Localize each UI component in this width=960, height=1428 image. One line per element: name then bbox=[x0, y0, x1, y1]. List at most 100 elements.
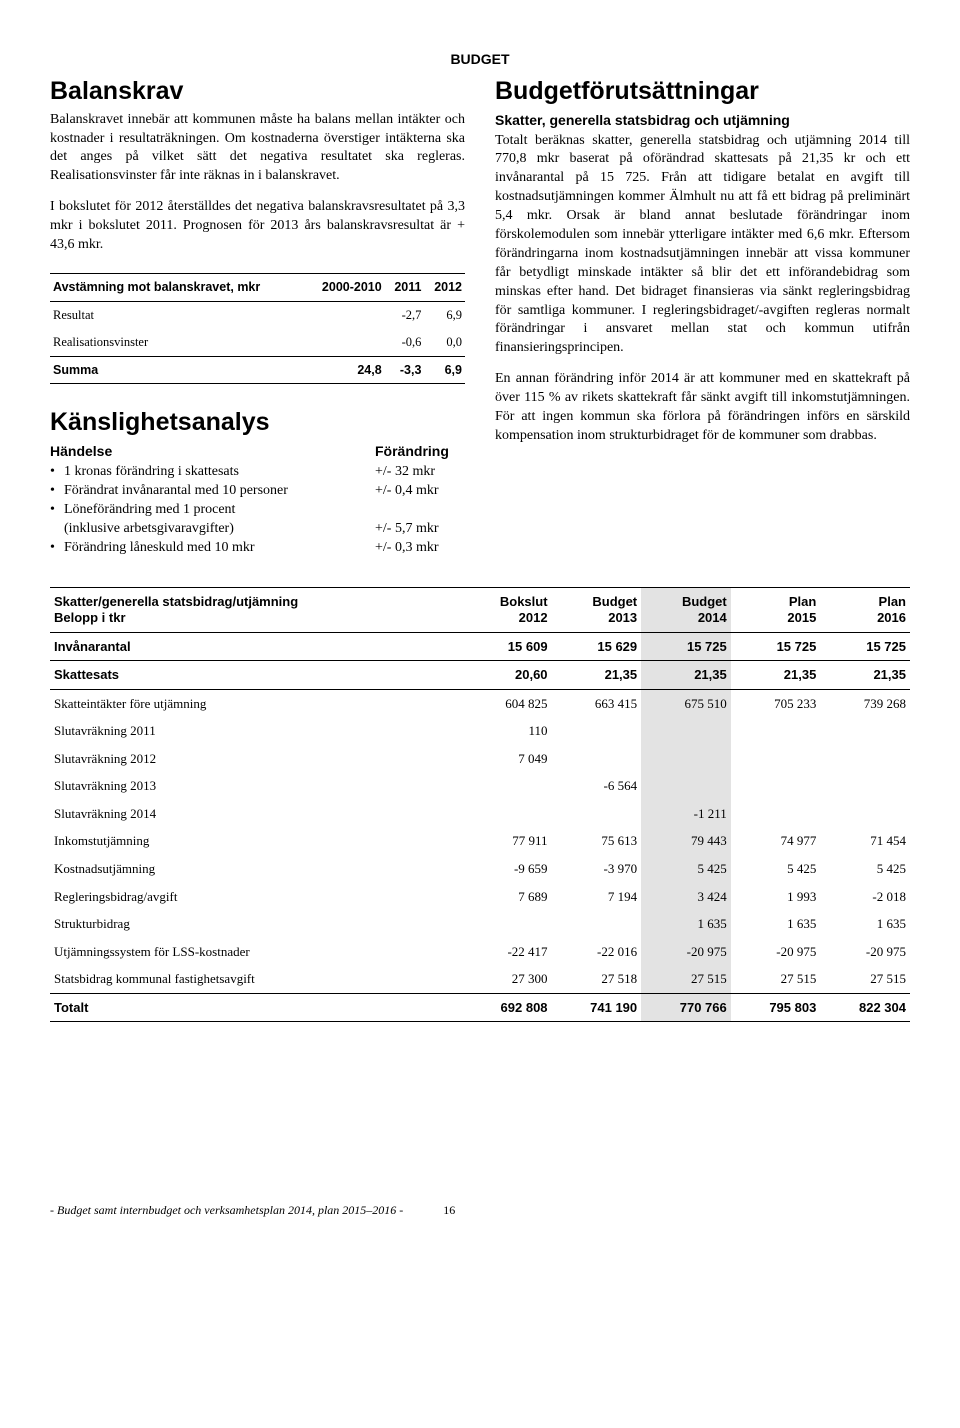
big-cell: 77 911 bbox=[461, 827, 552, 855]
big-cell: 15 725 bbox=[820, 632, 910, 661]
big-cell: 5 425 bbox=[820, 855, 910, 883]
big-cell bbox=[461, 910, 552, 938]
t1-cell bbox=[306, 329, 385, 356]
big-cell: 21,35 bbox=[552, 661, 642, 690]
sensitivity-value: +/- 0,3 mkr bbox=[375, 539, 465, 558]
bullet-icon: • bbox=[50, 482, 64, 501]
sensitivity-label: 1 kronas förändring i skattesats bbox=[64, 463, 375, 482]
two-column-layout: Balanskrav Balanskravet innebär att komm… bbox=[50, 75, 910, 558]
sens-head-left: Händelse bbox=[50, 442, 375, 461]
big-cell bbox=[461, 800, 552, 828]
big-cell bbox=[731, 745, 821, 773]
big-cell: Skatteintäkter före utjämning bbox=[50, 689, 461, 717]
big-cell: -20 975 bbox=[731, 938, 821, 966]
big-cell: 5 425 bbox=[641, 855, 731, 883]
big-cell: 27 518 bbox=[552, 965, 642, 993]
table-row: Skatteintäkter före utjämning604 825663 … bbox=[50, 689, 910, 717]
big-cell bbox=[820, 745, 910, 773]
t1-cell: Resultat bbox=[50, 301, 306, 328]
sensitivity-row: •1 kronas förändring i skattesats+/- 32 … bbox=[50, 463, 465, 482]
big-cell: 7 049 bbox=[461, 745, 552, 773]
big-cell: 705 233 bbox=[731, 689, 821, 717]
bullet-icon: • bbox=[50, 539, 64, 558]
table-row: Statsbidrag kommunal fastighetsavgift27 … bbox=[50, 965, 910, 993]
big-cell: 7 194 bbox=[552, 883, 642, 911]
table-row: Utjämningssystem för LSS-kostnader-22 41… bbox=[50, 938, 910, 966]
sensitivity-value: +/- 0,4 mkr bbox=[375, 482, 465, 501]
heading-sensitivity: Känslighetsanalys bbox=[50, 406, 465, 440]
big-cell bbox=[461, 772, 552, 800]
big-cell bbox=[641, 745, 731, 773]
big-cell bbox=[552, 745, 642, 773]
subheading-skatter: Skatter, generella statsbidrag och utjäm… bbox=[495, 111, 910, 130]
t1-cell: 0,0 bbox=[424, 329, 465, 356]
table-row: Invånarantal15 60915 62915 72515 72515 7… bbox=[50, 632, 910, 661]
t1-head-1: 2000-2010 bbox=[306, 273, 385, 301]
big-cell: Slutavräkning 2014 bbox=[50, 800, 461, 828]
big-cell: Inkomstutjämning bbox=[50, 827, 461, 855]
big-cell: 15 609 bbox=[461, 632, 552, 661]
table-row: Inkomstutjämning77 91175 61379 44374 977… bbox=[50, 827, 910, 855]
table-row: Slutavräkning 2014 -1 211 bbox=[50, 800, 910, 828]
big-cell: -9 659 bbox=[461, 855, 552, 883]
big-cell: Strukturbidrag bbox=[50, 910, 461, 938]
big-cell bbox=[552, 717, 642, 745]
big-cell: -3 970 bbox=[552, 855, 642, 883]
big-cell: -20 975 bbox=[641, 938, 731, 966]
big-cell: 20,60 bbox=[461, 661, 552, 690]
left-column: Balanskrav Balanskravet innebär att komm… bbox=[50, 75, 465, 558]
big-cell: 110 bbox=[461, 717, 552, 745]
big-cell: 27 515 bbox=[820, 965, 910, 993]
big-cell: 79 443 bbox=[641, 827, 731, 855]
big-cell: 5 425 bbox=[731, 855, 821, 883]
sensitivity-value: +/- 5,7 mkr bbox=[375, 520, 465, 539]
table-row: Slutavräkning 20127 049 bbox=[50, 745, 910, 773]
t1-sum-cell: -3,3 bbox=[385, 356, 425, 384]
t1-cell: Realisationsvinster bbox=[50, 329, 306, 356]
big-cell: 1 635 bbox=[820, 910, 910, 938]
big-cell: -22 417 bbox=[461, 938, 552, 966]
sens-head-right: Förändring bbox=[375, 442, 465, 461]
big-cell bbox=[731, 717, 821, 745]
sensitivity-list: •1 kronas förändring i skattesats+/- 32 … bbox=[50, 463, 465, 557]
big-cell: 27 300 bbox=[461, 965, 552, 993]
t1-cell: -0,6 bbox=[385, 329, 425, 356]
table-row: Skattesats20,6021,3521,3521,3521,35 bbox=[50, 661, 910, 690]
big-cell: 663 415 bbox=[552, 689, 642, 717]
sensitivity-value bbox=[375, 501, 465, 520]
balanskrav-para-1: Balanskravet innebär att kommunen måste … bbox=[50, 111, 465, 187]
big-cell: 74 977 bbox=[731, 827, 821, 855]
t1-sum-cell: 24,8 bbox=[306, 356, 385, 384]
big-cell: 1 993 bbox=[731, 883, 821, 911]
big-cell: 71 454 bbox=[820, 827, 910, 855]
bullet-icon: • bbox=[50, 501, 64, 520]
sensitivity-row: •Förändrat invånarantal med 10 personer+… bbox=[50, 482, 465, 501]
big-cell: -1 211 bbox=[641, 800, 731, 828]
big-cell: 3 424 bbox=[641, 883, 731, 911]
big-cell bbox=[820, 717, 910, 745]
sensitivity-label: Förändring låneskuld med 10 mkr bbox=[64, 539, 375, 558]
big-cell: -20 975 bbox=[820, 938, 910, 966]
t1-sum-cell: 6,9 bbox=[424, 356, 465, 384]
heading-budgetforutsattningar: Budgetförutsättningar bbox=[495, 75, 910, 109]
sensitivity-label: Förändrat invånarantal med 10 personer bbox=[64, 482, 375, 501]
big-cell: Kostnadsutjämning bbox=[50, 855, 461, 883]
sensitivity-row: (inklusive arbetsgivaravgifter)+/- 5,7 m… bbox=[50, 520, 465, 539]
big-cell: Regleringsbidrag/avgift bbox=[50, 883, 461, 911]
t1-head-0: Avstämning mot balanskravet, mkr bbox=[50, 273, 306, 301]
big-cell: 15 629 bbox=[552, 632, 642, 661]
big-cell: -6 564 bbox=[552, 772, 642, 800]
big-cell: 21,35 bbox=[641, 661, 731, 690]
big-cell: Slutavräkning 2011 bbox=[50, 717, 461, 745]
t1-cell bbox=[306, 301, 385, 328]
big-cell: -2 018 bbox=[820, 883, 910, 911]
big-cell: 15 725 bbox=[641, 632, 731, 661]
balanskrav-para-2: I bokslutet för 2012 återställdes det ne… bbox=[50, 198, 465, 255]
big-cell: 604 825 bbox=[461, 689, 552, 717]
big-cell: 1 635 bbox=[731, 910, 821, 938]
big-cell bbox=[641, 772, 731, 800]
t1-head-3: 2012 bbox=[424, 273, 465, 301]
sensitivity-header: Händelse Förändring bbox=[50, 442, 465, 461]
big-cell: 27 515 bbox=[641, 965, 731, 993]
table-row: Totalt692 808741 190770 766795 803822 30… bbox=[50, 993, 910, 1022]
